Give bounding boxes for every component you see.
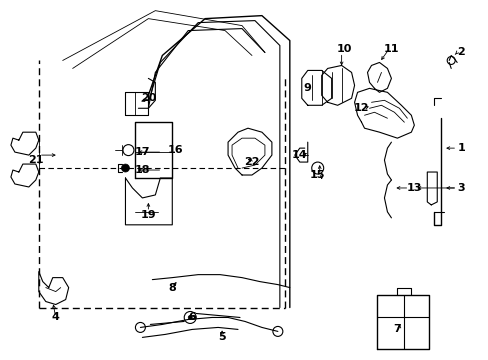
Text: 9: 9 — [303, 84, 311, 93]
Text: 19: 19 — [140, 210, 156, 220]
Text: 14: 14 — [291, 150, 307, 160]
Text: 13: 13 — [406, 183, 421, 193]
Circle shape — [121, 164, 129, 172]
Text: 22: 22 — [244, 157, 259, 167]
Text: 16: 16 — [167, 145, 183, 155]
Text: 10: 10 — [336, 44, 351, 54]
Text: 6: 6 — [188, 312, 196, 323]
Circle shape — [188, 315, 192, 319]
Text: 7: 7 — [393, 324, 401, 334]
Text: 12: 12 — [353, 103, 368, 113]
Text: 18: 18 — [134, 165, 150, 175]
Text: 8: 8 — [168, 283, 176, 293]
Text: 11: 11 — [383, 44, 398, 54]
Text: 5: 5 — [218, 332, 225, 342]
Text: 3: 3 — [456, 183, 464, 193]
Text: 20: 20 — [141, 93, 156, 103]
Text: 2: 2 — [456, 48, 464, 58]
Text: 15: 15 — [309, 170, 325, 180]
Text: 21: 21 — [28, 155, 43, 165]
Text: 17: 17 — [134, 147, 150, 157]
Text: 4: 4 — [52, 312, 60, 323]
Text: 1: 1 — [456, 143, 464, 153]
